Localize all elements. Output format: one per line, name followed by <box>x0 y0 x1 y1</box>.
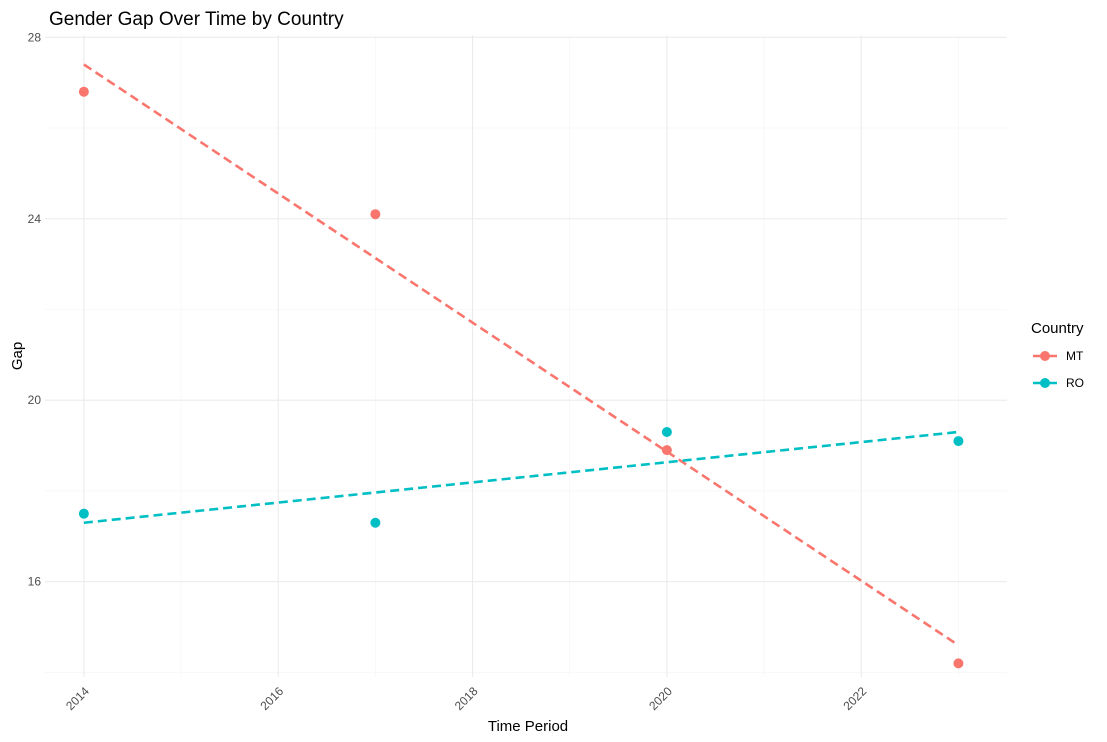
data-point-ro <box>661 426 672 437</box>
trend-line-ro <box>83 430 959 525</box>
legend-key-point-mt <box>1040 351 1050 361</box>
data-point-mt <box>370 209 381 220</box>
legend-label-mt: MT <box>1066 349 1084 363</box>
x-axis-title: Time Period <box>488 718 568 735</box>
data-point-mt <box>953 658 964 669</box>
y-axis-title: Gap <box>9 342 26 370</box>
legend-items: MT RO <box>1033 349 1084 390</box>
data-point-mt <box>661 445 672 456</box>
legend: Country MT RO <box>1031 320 1084 390</box>
y-tick-label: 16 <box>28 575 42 589</box>
x-tick-label: 2022 <box>841 684 870 713</box>
tick-layer: 2014 2016 2018 2020 2022 16 20 24 28 <box>28 30 870 713</box>
chart-title: Gender Gap Over Time by Country <box>49 9 344 30</box>
x-tick-label: 2020 <box>646 684 675 713</box>
y-tick-label: 20 <box>28 393 42 407</box>
data-point-mt <box>78 86 89 97</box>
x-tick-label: 2016 <box>257 684 286 713</box>
trend-line-mt <box>83 63 960 647</box>
y-tick-label: 24 <box>28 212 42 226</box>
data-point-ro <box>78 508 89 519</box>
legend-label-ro: RO <box>1066 376 1084 390</box>
y-tick-label: 28 <box>28 30 42 44</box>
legend-key-point-ro <box>1040 378 1050 388</box>
legend-title: Country <box>1031 320 1084 337</box>
data-point-ro <box>953 436 964 447</box>
x-tick-label: 2014 <box>63 684 92 713</box>
x-tick-label: 2018 <box>452 684 481 713</box>
point-layer <box>78 86 964 669</box>
data-point-ro <box>370 517 381 528</box>
grid-layer <box>45 35 1007 677</box>
trend-layer <box>83 63 960 647</box>
